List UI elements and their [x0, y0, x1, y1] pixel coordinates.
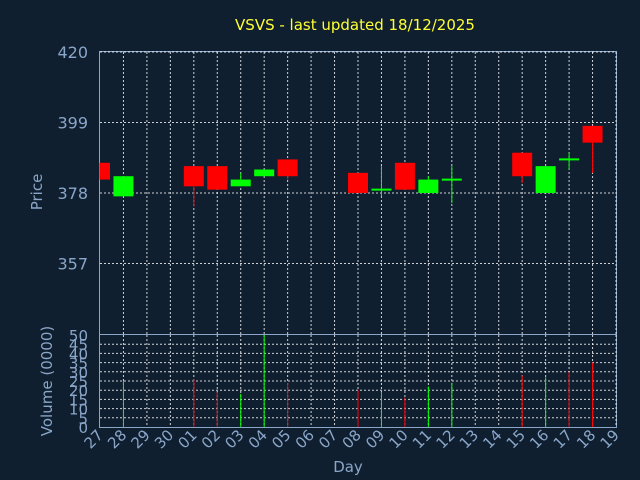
candle-body — [535, 166, 556, 193]
volume-tick-label: 45 — [69, 336, 88, 354]
candle-09 — [371, 166, 392, 197]
x-tick-label: 13 — [456, 426, 482, 452]
candle-body — [582, 125, 603, 143]
volume-tick-label: 35 — [69, 355, 88, 373]
candle-17 — [559, 152, 580, 170]
x-tick-label: 16 — [526, 426, 552, 452]
candle-28 — [113, 176, 134, 197]
x-tick-label: 28 — [104, 426, 130, 452]
x-tick-label: 07 — [315, 426, 341, 452]
candle-body — [512, 152, 533, 177]
x-tick-label: 03 — [221, 426, 247, 452]
volume-tick-label: 0 — [78, 419, 88, 437]
x-tick-label: 29 — [128, 426, 154, 452]
price-panel: 357 378 399 420 Price — [28, 43, 617, 335]
x-axis-label: Day — [333, 458, 363, 476]
volume-tick-label: 10 — [69, 401, 88, 419]
price-axis-label: Price — [28, 174, 46, 211]
volume-tick-label: 15 — [69, 391, 88, 409]
price-tick-label: 399 — [57, 114, 88, 133]
x-tick-label: 08 — [339, 426, 365, 452]
price-tick-label: 420 — [57, 43, 88, 62]
x-tick-label: 30 — [151, 426, 177, 452]
x-tick-label: 01 — [174, 426, 200, 452]
candle-18 — [582, 125, 603, 173]
candle-01 — [183, 166, 204, 207]
candle-body — [254, 169, 275, 177]
candle-body — [348, 172, 368, 193]
volume-tick-label: 5 — [78, 410, 88, 428]
x-tick-label: 17 — [550, 426, 576, 452]
x-tick-label: 09 — [362, 426, 388, 452]
candle-body — [207, 166, 228, 190]
candle-11 — [418, 176, 439, 193]
candle-02 — [207, 166, 228, 190]
candle-15 — [512, 152, 533, 183]
candle-body — [277, 159, 298, 177]
volume-axis-label: Volume (0000) — [38, 326, 56, 436]
volume-tick-label: 50 — [69, 327, 88, 345]
candle-27 — [99, 162, 110, 180]
price-tick-label: 357 — [57, 255, 88, 274]
x-tick-label: 15 — [503, 426, 529, 452]
candle-body — [113, 176, 134, 197]
price-tick-label: 378 — [57, 184, 88, 203]
x-tick-label: 10 — [386, 426, 412, 452]
x-tick-label: 04 — [245, 426, 271, 452]
x-tick-label: 12 — [432, 426, 458, 452]
candle-body — [418, 179, 439, 193]
volume-tick-label: 25 — [69, 373, 88, 391]
candle-12 — [441, 166, 462, 204]
x-tick-label: 05 — [268, 426, 294, 452]
candle-body — [394, 162, 415, 190]
x-tick-label: 02 — [198, 426, 224, 452]
x-tick-label: 19 — [597, 426, 623, 452]
candle-16 — [535, 166, 556, 193]
candle-body — [100, 162, 110, 180]
candle-04 — [254, 169, 275, 177]
candle-08 — [348, 172, 368, 193]
x-tick-label: 14 — [479, 426, 505, 452]
chart-title: VSVS - last updated 18/12/2025 — [235, 16, 475, 34]
candle-05 — [277, 159, 298, 180]
candle-body — [230, 179, 251, 187]
x-tick-label: 06 — [292, 426, 318, 452]
candle-03 — [230, 172, 251, 187]
volume-tick-label: 20 — [69, 382, 88, 400]
candle-body — [183, 166, 204, 187]
candle-10 — [394, 162, 415, 190]
volume-tick-label: 30 — [69, 364, 88, 382]
x-tick-label: 18 — [573, 426, 599, 452]
x-tick-label: 11 — [409, 426, 435, 452]
volume-tick-label: 40 — [69, 345, 88, 363]
